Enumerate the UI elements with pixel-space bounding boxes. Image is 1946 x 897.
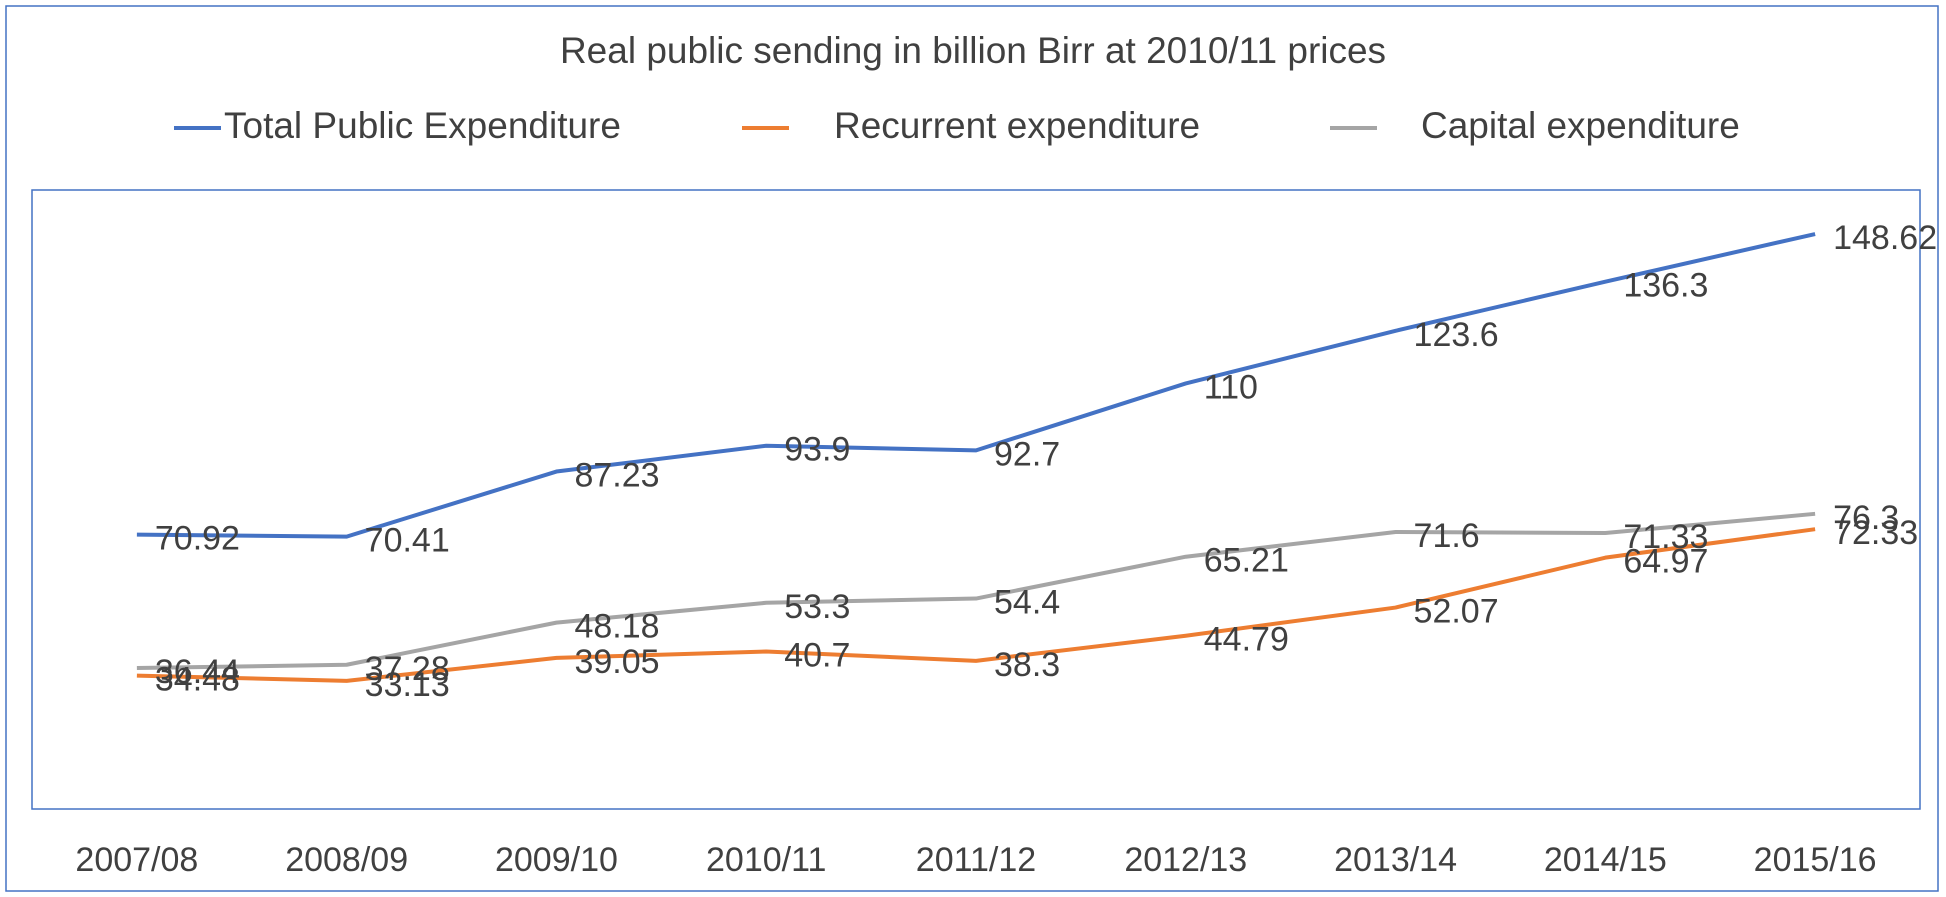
data-label: 70.41: [365, 522, 450, 560]
data-label: 39.05: [574, 643, 659, 681]
data-label: 54.4: [994, 584, 1060, 622]
data-label: 65.21: [1204, 542, 1289, 580]
x-tick-label: 2013/14: [1334, 841, 1457, 879]
data-label: 76.3: [1833, 499, 1899, 537]
data-label: 92.7: [994, 435, 1060, 473]
legend-label: Total Public Expenditure: [224, 105, 621, 146]
data-label: 48.18: [574, 608, 659, 646]
data-label: 36.44: [155, 653, 240, 691]
data-label: 123.6: [1414, 316, 1499, 354]
legend-label: Recurrent expenditure: [834, 105, 1200, 146]
data-label: 110: [1204, 368, 1258, 406]
data-label: 71.33: [1623, 518, 1708, 556]
x-tick-label: 2010/11: [706, 841, 826, 879]
x-tick-label: 2014/15: [1544, 841, 1667, 879]
series-line: [136, 527, 1816, 683]
data-label: 52.07: [1414, 593, 1499, 631]
data-label: 93.9: [784, 431, 850, 469]
data-label: 148.62: [1833, 219, 1937, 257]
data-label: 136.3: [1623, 267, 1708, 305]
x-tick-label: 2015/16: [1754, 841, 1877, 879]
data-label: 53.3: [784, 588, 850, 626]
data-label: 64.97: [1623, 543, 1708, 581]
data-label: 37.28: [365, 650, 450, 688]
series-line: [136, 511, 1816, 671]
chart-title: Real public sending in billion Birr at 2…: [560, 30, 1386, 71]
data-label: 40.7: [784, 637, 850, 675]
series-line: [136, 232, 1816, 539]
x-tick-label: 2009/10: [495, 841, 618, 879]
legend-label: Capital expenditure: [1421, 105, 1740, 146]
plot-border: [31, 189, 1921, 810]
data-label: 38.3: [994, 646, 1060, 684]
data-label: 33.13: [365, 666, 450, 704]
data-label: 72.33: [1833, 514, 1918, 552]
x-tick-label: 2012/13: [1124, 841, 1247, 879]
x-tick-label: 2008/09: [285, 841, 408, 879]
data-label: 71.6: [1414, 517, 1480, 555]
data-label: 44.79: [1204, 621, 1289, 659]
data-label: 70.92: [155, 520, 240, 558]
data-label: 34.48: [155, 661, 240, 699]
x-tick-label: 2011/12: [916, 841, 1036, 879]
data-label: 87.23: [574, 457, 659, 495]
x-tick-label: 2007/08: [75, 841, 198, 879]
